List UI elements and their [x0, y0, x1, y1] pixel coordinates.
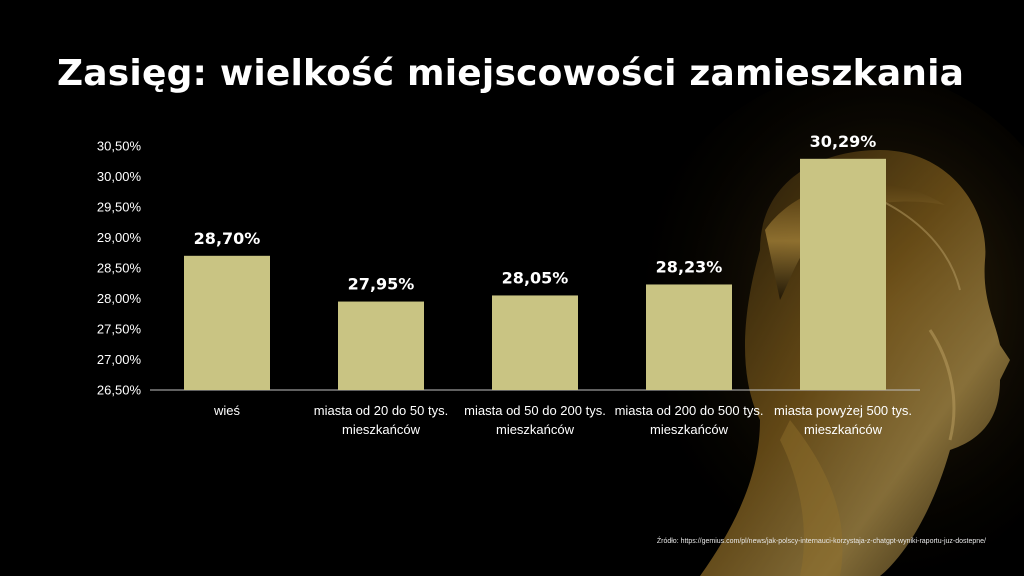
x-category-label: miasta od 20 do 50 tys. mieszkańców	[314, 403, 448, 437]
x-category-label-line: miasta powyżej 500 tys.	[774, 403, 912, 418]
bar	[800, 158, 886, 390]
y-tick-label: 26,50%	[97, 383, 142, 398]
bar	[646, 284, 732, 390]
data-labels: 28,70% 27,95% 28,05% 28,23% 30,29%	[194, 132, 877, 294]
bar	[338, 301, 424, 390]
y-tick-label: 27,00%	[97, 352, 142, 367]
x-category-label-line: mieszkańców	[804, 422, 883, 437]
y-tick-label: 29,50%	[97, 200, 142, 215]
data-label: 28,05%	[502, 268, 569, 287]
data-label: 30,29%	[810, 132, 877, 151]
y-tick-label: 29,00%	[97, 230, 142, 245]
bars	[184, 158, 886, 390]
x-category-label-line: wieś	[213, 403, 241, 418]
data-label: 28,70%	[194, 229, 261, 248]
y-axis: 26,50% 27,00% 27,50% 28,00% 28,50% 29,00% 29,5…	[97, 139, 142, 398]
x-axis-labels: wieś miasta od 20 do 50 tys.mieszkańcówmi…	[213, 403, 912, 437]
x-category-label: miasta od 200 do 500 tys. mieszkańców	[615, 403, 764, 437]
x-category-label-line: mieszkańców	[650, 422, 729, 437]
x-category-label-line: mieszkańców	[496, 422, 575, 437]
x-category-label-line: mieszkańców	[342, 422, 421, 437]
y-tick-label: 30,50%	[97, 139, 142, 154]
x-category-label: wieś	[213, 403, 241, 418]
data-label: 27,95%	[348, 275, 415, 294]
data-label: 28,23%	[656, 257, 723, 276]
y-tick-label: 27,50%	[97, 322, 142, 337]
bar	[492, 295, 578, 390]
y-tick-label: 28,00%	[97, 291, 142, 306]
y-tick-label: 30,00%	[97, 169, 142, 184]
y-tick-label: 28,50%	[97, 261, 142, 276]
x-category-label-line: miasta od 50 do 200 tys.	[464, 403, 606, 418]
x-category-label-line: miasta od 20 do 50 tys.	[314, 403, 448, 418]
source-note: Źródło: https://gemius.com/pl/news/jak-p…	[656, 538, 986, 545]
x-category-label: miasta od 50 do 200 tys. mieszkańców	[464, 403, 606, 437]
x-category-label: miasta powyżej 500 tys. mieszkańców	[774, 403, 912, 437]
x-category-label-line: miasta od 200 do 500 tys.	[615, 403, 764, 418]
slide-title: Zasięg: wielkość miejscowości zamieszkan…	[57, 53, 965, 94]
bar	[184, 255, 270, 390]
